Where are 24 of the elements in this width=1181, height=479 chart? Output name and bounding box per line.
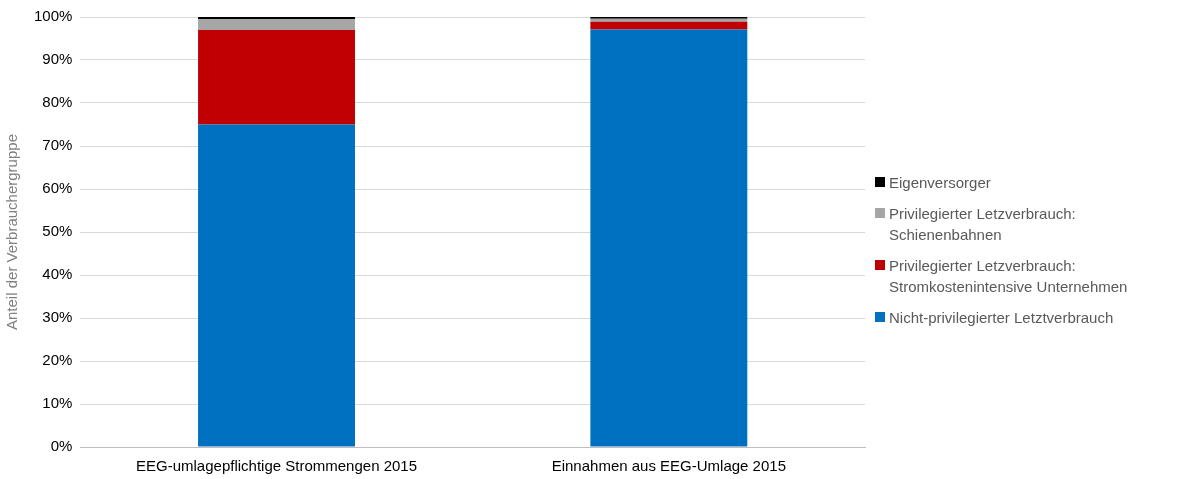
y-tick-label: 100%	[33, 7, 73, 25]
y-tick-label: 20%	[42, 351, 73, 369]
x-tick-label: Einnahmen aus EEG-Umlage 2015	[551, 457, 786, 475]
y-tick-label: 10%	[42, 394, 73, 412]
y-tick-label: 70%	[42, 136, 73, 154]
bar	[198, 17, 355, 20]
bar	[590, 29, 748, 447]
bar	[198, 29, 355, 125]
legend-label: Privilegierter Letzverbrauch: Schienenbahnen	[889, 203, 1077, 245]
x-tick-label: EEG-umlagepflichtige Strommengen 2015	[136, 457, 418, 475]
legend-label: Nicht-privilegierter Letztverbrauch	[889, 307, 1114, 328]
y-tick-label: 30%	[42, 308, 73, 326]
y-tick-label: 80%	[42, 93, 73, 111]
y-tick-label: 50%	[42, 222, 73, 240]
y-axis-title: Anteil der Verbrauchergruppe	[3, 134, 21, 330]
legend-label: Eigenversorger	[889, 172, 991, 193]
legend-label: Privilegierter Letzverbrauch: Stromkostenintensive Unternehmen	[889, 255, 1129, 297]
bar	[590, 21, 748, 30]
y-tick-label: 40%	[42, 265, 73, 283]
y-tick-label: 60%	[42, 179, 73, 197]
bar	[198, 19, 355, 30]
bar	[198, 124, 355, 447]
y-tick-label: 90%	[42, 50, 73, 68]
y-tick-label: 0%	[50, 437, 73, 455]
